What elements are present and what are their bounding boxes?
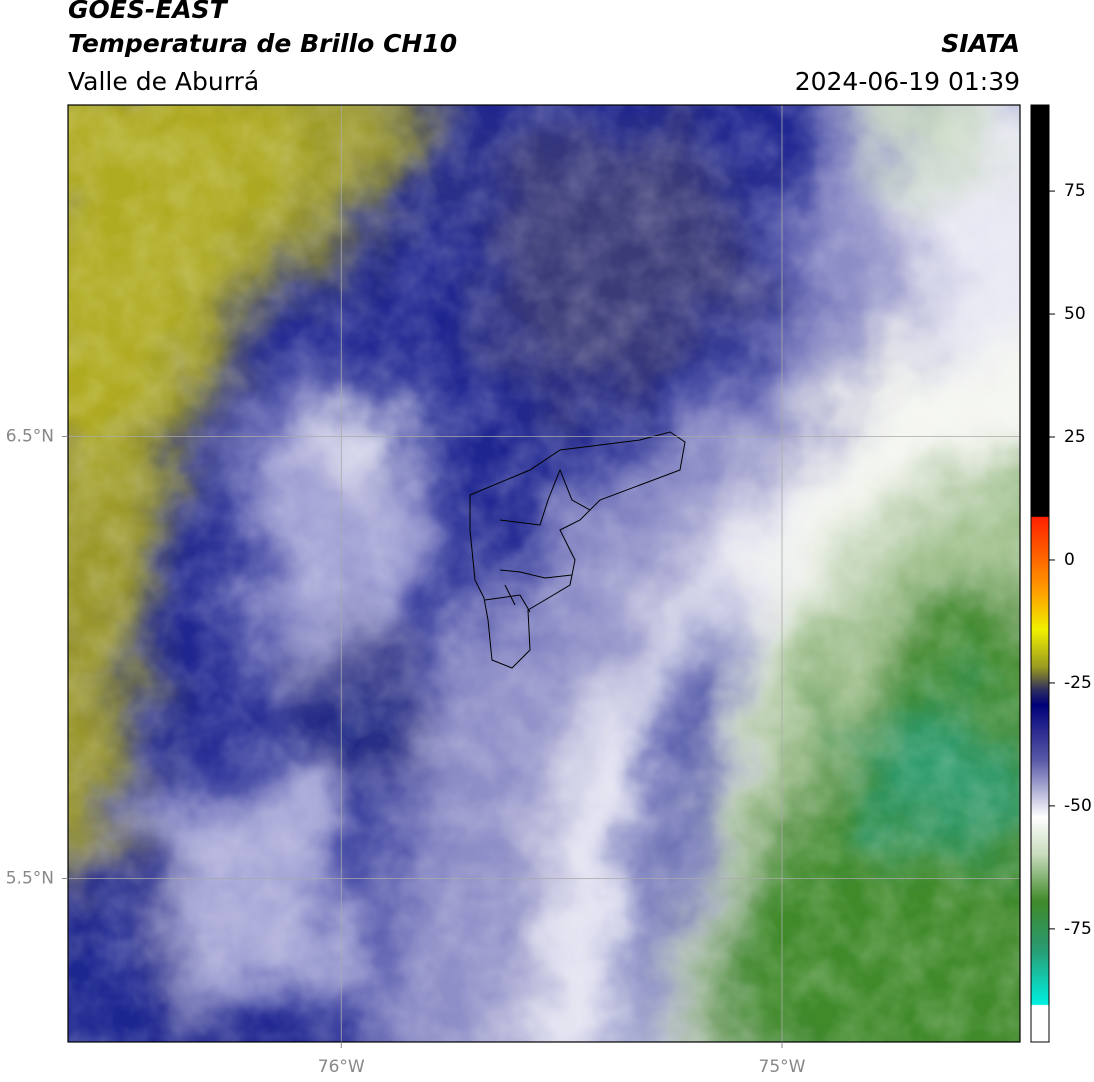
colorbar-label: 50 <box>1064 304 1086 324</box>
colorbar-label: -75 <box>1064 919 1092 939</box>
source: SIATA <box>941 29 1020 58</box>
region: Valle de Aburrá <box>68 67 259 96</box>
title: GOES-EAST <box>68 0 229 24</box>
lon-label: 76°W <box>318 1057 365 1077</box>
colorbar-label: -50 <box>1064 796 1092 816</box>
colorbar <box>1030 104 1050 1043</box>
colorbar-label: 0 <box>1064 550 1075 570</box>
datetime: 2024-06-19 01:39 <box>795 67 1020 96</box>
colorbar-label: 25 <box>1064 427 1086 447</box>
colorbar-label: -25 <box>1064 673 1092 693</box>
map-frame <box>67 104 1021 1043</box>
brightness-field <box>68 105 1020 1042</box>
subtitle: Temperatura de Brillo CH10 <box>68 29 457 58</box>
colorbar-label: 75 <box>1064 181 1086 201</box>
basin-outline <box>469 431 686 669</box>
lat-label: 6.5°N <box>6 426 54 446</box>
grid <box>68 105 1020 1042</box>
lat-label: 5.5°N <box>6 868 54 888</box>
lon-label: 75°W <box>759 1057 806 1077</box>
